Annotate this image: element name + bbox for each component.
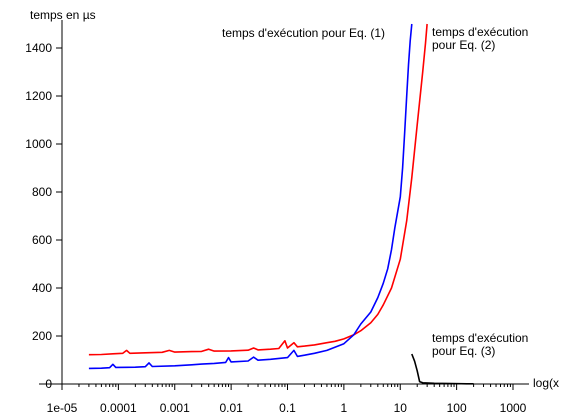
annotation-eq2-line: pour Eq. (2) bbox=[432, 38, 495, 52]
x-axis: 1e-05 0.0001 0.001 0.01 0.1 1 10 100 1000 bbox=[39, 383, 529, 414]
x-axis-label: log(x bbox=[533, 376, 559, 390]
y-tick-label: 400 bbox=[32, 281, 52, 295]
y-axis: 0 200 400 600 800 1000 1200 1400 bbox=[25, 20, 63, 391]
y-tick-label: 1000 bbox=[25, 137, 52, 151]
x-tick-label: 10 bbox=[394, 401, 408, 414]
y-tick-label: 200 bbox=[32, 329, 52, 343]
x-tick-label: 1 bbox=[341, 401, 348, 414]
annotation-eq2-line: temps d'exécution bbox=[432, 25, 528, 39]
series-line-1 bbox=[88, 23, 428, 356]
x-tick-label: 0.001 bbox=[160, 401, 190, 414]
series-line-3 bbox=[411, 353, 474, 385]
y-tick-label: 0 bbox=[45, 377, 52, 391]
annotation-eq3: temps d'exécution pour Eq. (3) bbox=[432, 331, 532, 358]
y-tick-label: 800 bbox=[32, 185, 52, 199]
x-tick-label: 0.0001 bbox=[100, 401, 137, 414]
annotation-eq2: temps d'exécution pour Eq. (2) bbox=[432, 25, 532, 52]
annotation-eq3-line: temps d'exécution bbox=[432, 331, 528, 345]
annotation-eq1-line: temps d'exécution pour Eq. (1) bbox=[222, 26, 385, 40]
x-tick-label: 1e-05 bbox=[47, 401, 78, 414]
x-tick-label: 0.1 bbox=[279, 401, 296, 414]
x-tick-label: 0.01 bbox=[219, 401, 243, 414]
x-tick-label: 100 bbox=[447, 401, 467, 414]
annotation-eq1: temps d'exécution pour Eq. (1) bbox=[222, 26, 385, 40]
y-tick-label: 1200 bbox=[25, 89, 52, 103]
series-group bbox=[88, 23, 474, 385]
series-line-2 bbox=[88, 23, 413, 370]
annotation-eq3-line: pour Eq. (3) bbox=[432, 344, 495, 358]
annotations: temps d'exécution pour Eq. (1) temps d'e… bbox=[222, 25, 532, 358]
x-tick-label: 1000 bbox=[500, 401, 527, 414]
y-axis-label: temps en µs bbox=[30, 8, 96, 22]
y-tick-label: 1400 bbox=[25, 41, 52, 55]
y-tick-label: 600 bbox=[32, 233, 52, 247]
